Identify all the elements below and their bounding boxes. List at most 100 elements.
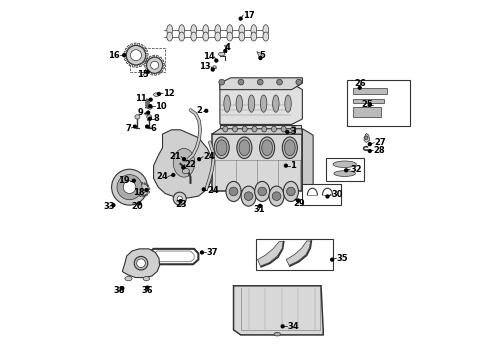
- Circle shape: [245, 192, 253, 201]
- Text: 28: 28: [373, 146, 385, 155]
- Circle shape: [344, 169, 347, 172]
- Ellipse shape: [173, 192, 186, 205]
- Ellipse shape: [263, 32, 269, 41]
- Circle shape: [331, 258, 334, 261]
- Ellipse shape: [179, 25, 185, 36]
- Text: 35: 35: [337, 254, 348, 263]
- Text: 26: 26: [355, 80, 367, 89]
- Circle shape: [149, 98, 152, 101]
- Circle shape: [224, 49, 227, 52]
- Ellipse shape: [260, 137, 275, 158]
- Ellipse shape: [239, 25, 245, 36]
- Ellipse shape: [248, 95, 255, 112]
- Ellipse shape: [126, 45, 146, 65]
- Text: 4: 4: [224, 43, 230, 52]
- Text: 23: 23: [175, 200, 187, 209]
- Circle shape: [326, 195, 329, 198]
- Text: 12: 12: [163, 89, 175, 98]
- Ellipse shape: [263, 25, 269, 36]
- Text: 9: 9: [138, 108, 144, 117]
- Text: 36: 36: [142, 286, 153, 295]
- Ellipse shape: [262, 140, 272, 156]
- Circle shape: [259, 57, 262, 59]
- Ellipse shape: [227, 32, 233, 41]
- Polygon shape: [286, 241, 311, 265]
- Circle shape: [368, 143, 371, 145]
- Text: 24: 24: [207, 186, 219, 195]
- Circle shape: [277, 79, 282, 85]
- Ellipse shape: [135, 115, 140, 119]
- Bar: [353, 107, 381, 117]
- Text: 25: 25: [362, 100, 373, 109]
- Ellipse shape: [153, 93, 159, 96]
- Bar: [353, 88, 387, 94]
- Ellipse shape: [242, 126, 247, 132]
- Text: 37: 37: [206, 248, 218, 257]
- Ellipse shape: [214, 137, 229, 158]
- Ellipse shape: [224, 95, 230, 112]
- Circle shape: [177, 196, 182, 201]
- Circle shape: [133, 125, 136, 128]
- Polygon shape: [364, 134, 370, 142]
- Ellipse shape: [134, 256, 148, 270]
- Text: 18: 18: [133, 188, 145, 197]
- Polygon shape: [257, 51, 262, 57]
- Ellipse shape: [143, 276, 149, 280]
- Circle shape: [229, 187, 238, 196]
- Text: 27: 27: [374, 138, 386, 147]
- Ellipse shape: [262, 126, 267, 132]
- Polygon shape: [258, 242, 283, 266]
- Text: 17: 17: [243, 10, 255, 19]
- Text: 1: 1: [290, 161, 296, 170]
- Text: 30: 30: [331, 190, 343, 199]
- Ellipse shape: [213, 66, 216, 68]
- Ellipse shape: [252, 126, 257, 132]
- Circle shape: [281, 325, 284, 328]
- Text: 5: 5: [259, 51, 265, 60]
- Ellipse shape: [179, 32, 185, 41]
- Text: 31: 31: [253, 205, 265, 214]
- Circle shape: [148, 117, 151, 120]
- Bar: [129, 48, 166, 72]
- Circle shape: [368, 149, 371, 152]
- Bar: [353, 99, 384, 103]
- Text: 3: 3: [291, 127, 296, 136]
- Text: 38: 38: [113, 286, 124, 295]
- Text: 33: 33: [104, 202, 115, 211]
- Ellipse shape: [232, 126, 238, 132]
- Ellipse shape: [226, 181, 241, 202]
- Ellipse shape: [291, 126, 296, 132]
- Ellipse shape: [219, 52, 225, 56]
- Ellipse shape: [216, 140, 227, 156]
- Ellipse shape: [241, 186, 256, 206]
- Circle shape: [172, 174, 175, 176]
- Ellipse shape: [269, 186, 284, 206]
- Polygon shape: [220, 83, 302, 125]
- Ellipse shape: [285, 140, 295, 156]
- Ellipse shape: [125, 276, 132, 281]
- Circle shape: [146, 125, 148, 128]
- Text: 22: 22: [185, 160, 196, 169]
- Circle shape: [122, 54, 125, 57]
- Ellipse shape: [191, 32, 196, 41]
- Ellipse shape: [251, 25, 257, 36]
- Ellipse shape: [260, 95, 267, 112]
- Ellipse shape: [333, 161, 356, 167]
- Circle shape: [368, 103, 371, 106]
- Ellipse shape: [203, 32, 209, 41]
- Text: 20: 20: [132, 202, 143, 211]
- Text: 21: 21: [170, 152, 181, 161]
- Text: 2: 2: [197, 106, 203, 115]
- Circle shape: [112, 204, 115, 207]
- Circle shape: [286, 131, 289, 134]
- Bar: [347, 80, 410, 126]
- Circle shape: [365, 136, 368, 139]
- Circle shape: [285, 164, 287, 167]
- Circle shape: [259, 204, 262, 207]
- Ellipse shape: [283, 181, 298, 202]
- Circle shape: [257, 79, 263, 85]
- Ellipse shape: [281, 126, 286, 132]
- Polygon shape: [220, 126, 300, 133]
- Circle shape: [258, 187, 267, 196]
- Circle shape: [147, 111, 149, 114]
